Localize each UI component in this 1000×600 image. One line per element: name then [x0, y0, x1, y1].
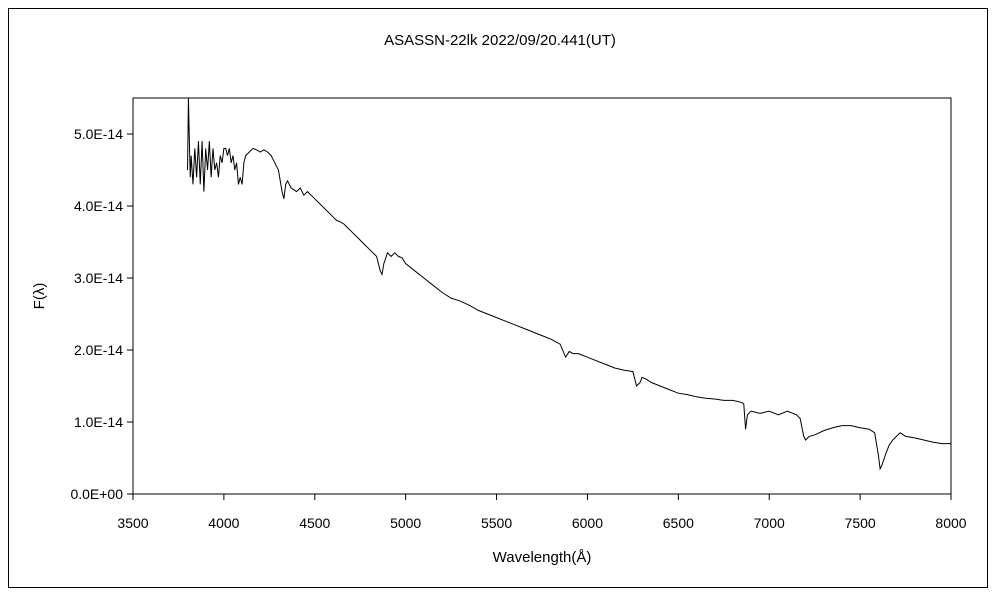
x-tick-label: 5000 [390, 515, 421, 531]
spectrum-line [187, 97, 951, 471]
x-tick-label: 8000 [935, 515, 966, 531]
y-tick-label: 3.0E-14 [74, 270, 123, 286]
y-tick-label: 4.0E-14 [74, 198, 123, 214]
x-tick-label: 3500 [117, 515, 148, 531]
y-axis-label: F(λ) [31, 283, 48, 310]
y-tick-label: 2.0E-14 [74, 342, 123, 358]
chart-frame [8, 8, 988, 588]
y-tick-label: 1.0E-14 [74, 414, 123, 430]
series-group [187, 97, 951, 471]
x-tick-label: 7500 [845, 515, 876, 531]
x-tick-label: 4000 [208, 515, 239, 531]
x-tick-label: 4500 [299, 515, 330, 531]
y-tick-label: 5.0E-14 [74, 126, 123, 142]
x-tick-label: 6000 [572, 515, 603, 531]
x-tick-label: 6500 [663, 515, 694, 531]
y-tick-label: 0.0E+00 [70, 486, 123, 502]
y-axis: 0.0E+00 1.0E-14 2.0E-14 3.0E-14 4.0E-14 5.0E-… [70, 126, 133, 502]
x-axis: 3500 4000 4500 5000 5500 6000 6500 7000 7500 8000 [117, 494, 967, 531]
x-tick-label: 5500 [481, 515, 512, 531]
x-tick-label: 7000 [754, 515, 785, 531]
chart-title: ASASSN-22lk 2022/09/20.441(UT) [384, 32, 616, 49]
plot-area [132, 97, 952, 495]
x-axis-label: Wavelength(Å) [493, 549, 592, 566]
